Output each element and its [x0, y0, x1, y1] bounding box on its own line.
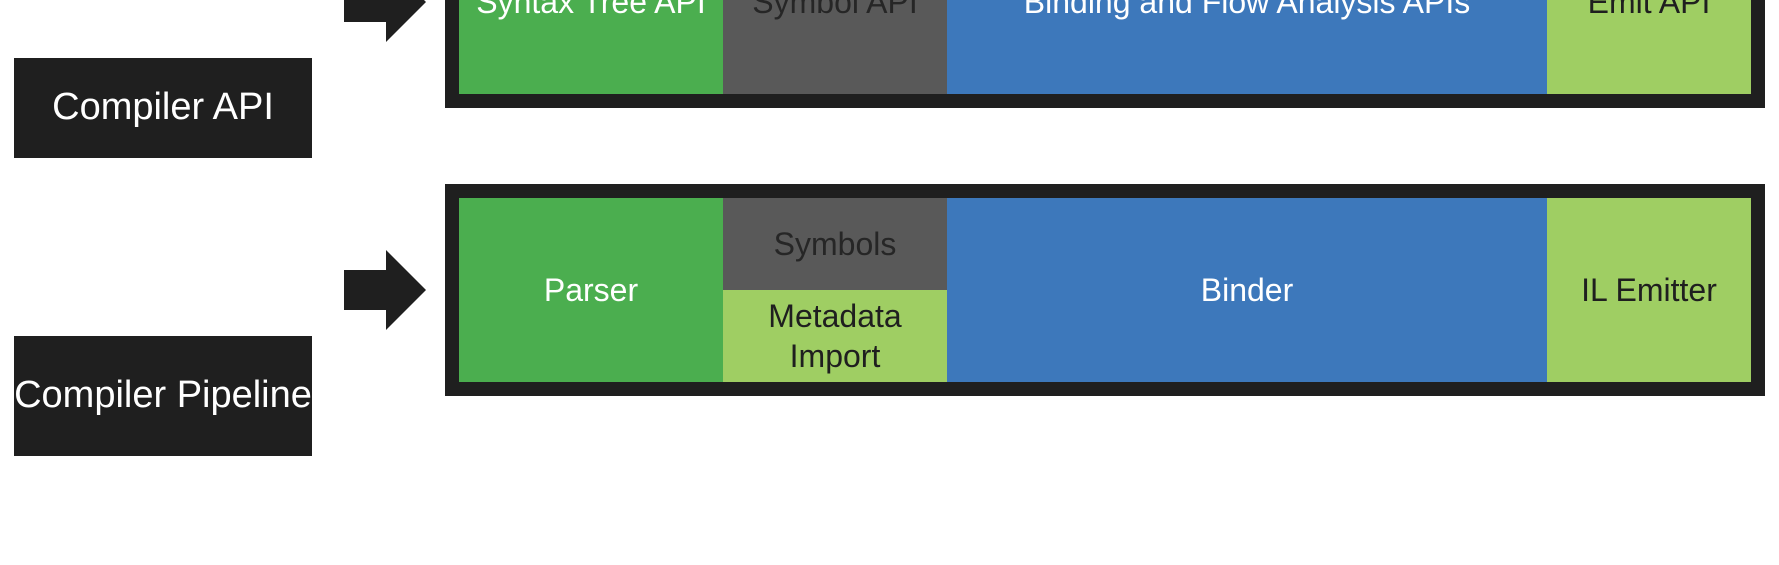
label-compiler-pipeline-text: Compiler Pipeline	[14, 373, 312, 419]
cell-symbol-api: Symbol API	[723, 0, 947, 94]
cell-symbols-metadata-stack: Symbols Metadata Import	[723, 198, 947, 382]
cell-syntax-tree-api-text: Syntax Tree API	[476, 0, 705, 22]
arrow-compiler-api	[330, 0, 440, 108]
cell-symbols-text: Symbols	[774, 224, 897, 264]
cell-metadata-import-text: Metadata Import	[735, 296, 935, 376]
label-compiler-api: Compiler API	[14, 58, 312, 158]
cell-syntax-tree-api: Syntax Tree API	[459, 0, 723, 94]
cell-parser: Parser	[459, 198, 723, 382]
arrow-head-icon	[386, 0, 426, 42]
panel-compiler-pipeline: Parser Symbols Metadata Import Binder IL…	[445, 184, 1765, 396]
cell-binding-flow-analysis: Binding and Flow Analysis APIs	[947, 0, 1547, 94]
cell-il-emitter-text: IL Emitter	[1581, 270, 1717, 310]
cell-il-emitter: IL Emitter	[1547, 198, 1751, 382]
cell-metadata-import: Metadata Import	[723, 290, 947, 382]
arrow-head-icon	[386, 250, 426, 330]
cell-binder: Binder	[947, 198, 1547, 382]
panel-compiler-api: Syntax Tree API Symbol API Binding and F…	[445, 0, 1765, 108]
cell-symbol-api-text: Symbol API	[752, 0, 917, 22]
arrow-icon	[344, 250, 426, 330]
cell-binding-flow-analysis-text: Binding and Flow Analysis APIs	[1024, 0, 1470, 22]
cell-parser-text: Parser	[544, 270, 638, 310]
cell-emit-api-text: Emit API	[1588, 0, 1711, 22]
label-compiler-pipeline: Compiler Pipeline	[14, 336, 312, 456]
cell-symbols: Symbols	[723, 198, 947, 290]
arrow-icon	[344, 0, 426, 42]
arrow-stem	[344, 270, 386, 310]
arrow-compiler-pipeline	[330, 184, 440, 396]
arrow-stem	[344, 0, 386, 22]
cell-emit-api: Emit API	[1547, 0, 1751, 94]
cell-binder-text: Binder	[1201, 270, 1294, 310]
label-compiler-api-text: Compiler API	[52, 85, 274, 131]
